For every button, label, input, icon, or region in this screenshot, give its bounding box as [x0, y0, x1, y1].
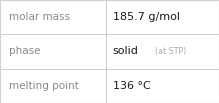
Text: (at STP): (at STP)	[155, 47, 187, 56]
Text: phase: phase	[9, 46, 40, 57]
Text: 185.7 g/mol: 185.7 g/mol	[113, 12, 180, 22]
Text: 136 °C: 136 °C	[113, 81, 150, 91]
Text: molar mass: molar mass	[9, 12, 70, 22]
Text: melting point: melting point	[9, 81, 79, 91]
Text: solid: solid	[113, 46, 139, 57]
